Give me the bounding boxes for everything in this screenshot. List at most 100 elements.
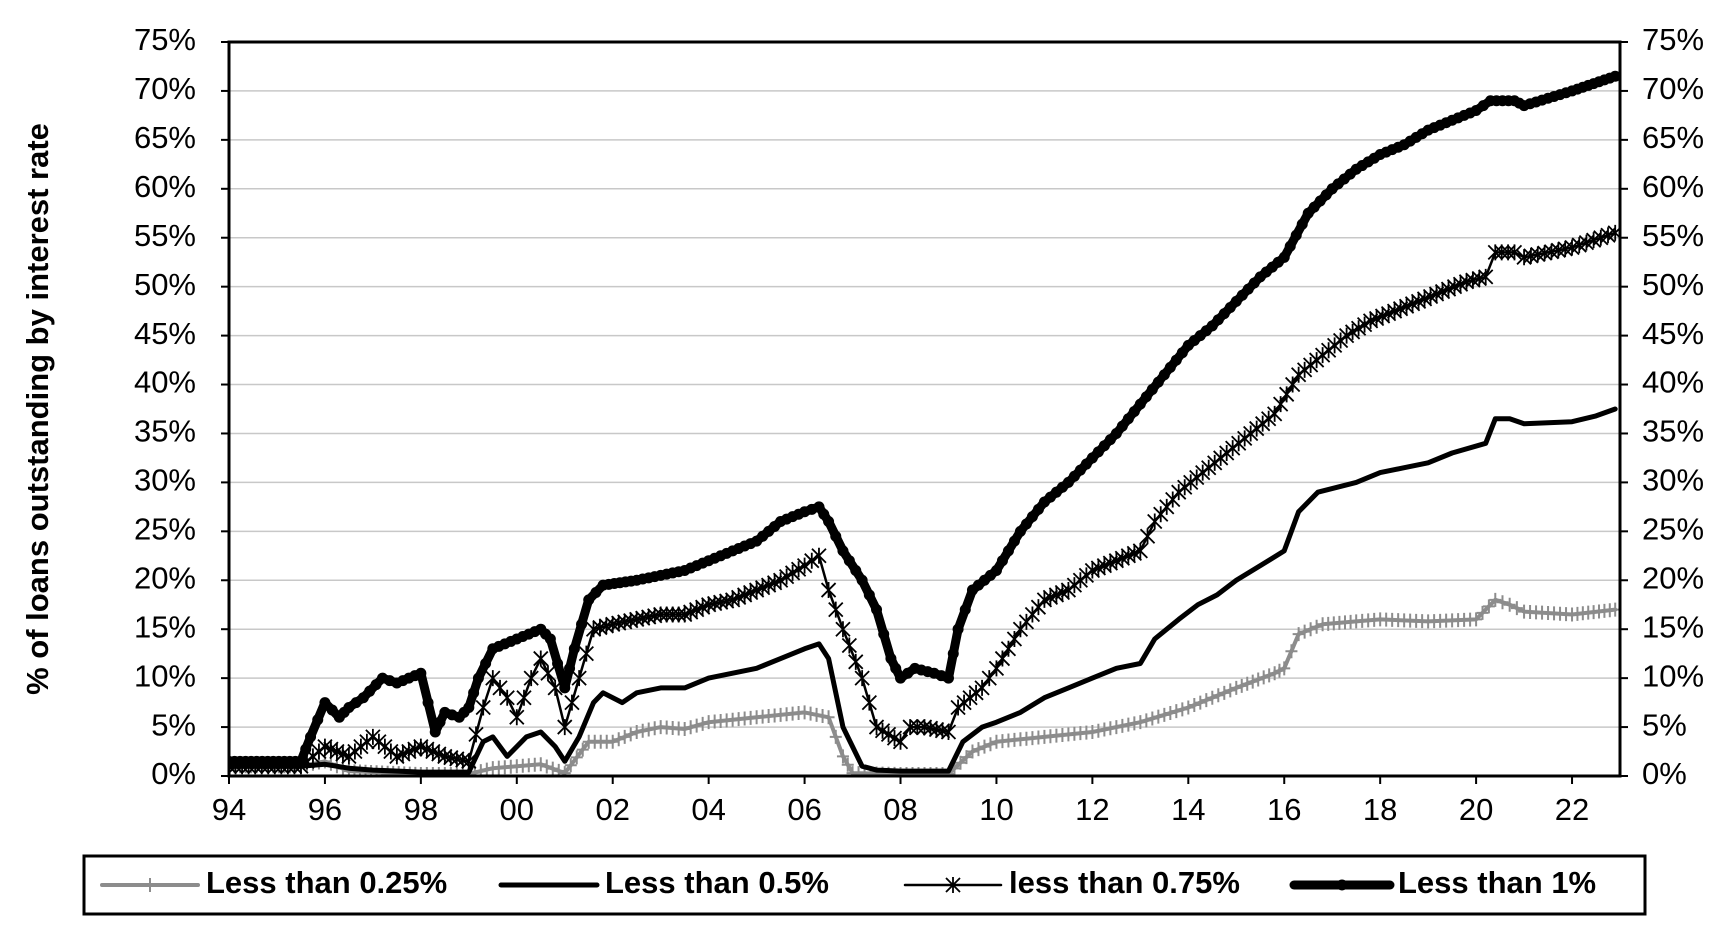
marker-plus [822,710,835,725]
x-tick-label: 20 [1459,792,1493,827]
marker-dot [1290,229,1302,241]
legend-item: Less than 0.25% [100,865,447,900]
marker-star [509,709,525,726]
marker-dot [1336,879,1348,891]
marker-dot [823,516,835,528]
legend-label: Less than 0.5% [605,865,829,900]
marker-star [335,745,351,762]
marker-dot [1002,545,1014,557]
marker-star [974,679,990,696]
marker-star [1478,268,1494,285]
marker-dot [830,530,842,542]
marker-plus [606,734,619,749]
marker-star [407,741,423,758]
marker-dot [434,716,446,728]
marker-star [1000,640,1017,657]
marker-star [1392,300,1409,317]
marker-star [1362,312,1379,329]
x-tick-label: 18 [1363,792,1397,827]
marker-star [564,694,580,711]
marker-star [395,745,411,762]
y-tick-label-right: 55% [1642,218,1704,253]
marker-dot [863,589,875,601]
marker-star [902,719,918,736]
marker-star [413,738,429,755]
marker-dot [1014,525,1026,537]
marker-dot [472,672,484,684]
series-line [229,406,1618,775]
marker-plus [1241,676,1254,691]
marker-star [1102,555,1119,572]
marker-star [1084,562,1101,579]
marker-plus [816,709,829,724]
marker-star [1273,396,1289,413]
marker-plus [1128,716,1141,731]
series-2 [229,406,1618,775]
marker-plus [630,724,643,739]
marker-plus [678,722,691,737]
marker-dot [480,657,492,669]
marker-dot [890,662,902,674]
marker-plus [1218,685,1231,700]
series-3 [229,224,1620,775]
marker-star [1120,547,1136,564]
marker-dot [1176,347,1188,359]
y-tick-label-right: 50% [1642,267,1704,302]
marker-plus [1252,672,1265,687]
marker-dot [1008,535,1020,547]
marker-plus [1235,678,1248,693]
marker-star [1506,244,1523,261]
y-tick-label-left: 50% [134,267,196,302]
y-tick-label-right: 35% [1642,414,1704,449]
marker-dot [1284,240,1296,252]
y-tick-label-left: 25% [134,512,196,547]
marker-star [317,738,333,755]
marker-plus [1164,705,1177,720]
marker-star [1054,584,1071,601]
marker-plus [1098,722,1111,737]
y-tick-label-right: 70% [1642,71,1704,106]
marker-dot [996,555,1008,567]
marker-plus [690,718,703,733]
marker-star [1042,589,1059,606]
x-tick-label: 22 [1555,792,1589,827]
marker-star [492,679,508,696]
marker-plus [966,744,979,759]
marker-star [1285,376,1301,393]
marker-plus [1140,713,1153,728]
y-tick-label-left: 20% [134,560,196,595]
marker-star [1108,552,1124,569]
x-tick-label: 08 [883,792,917,827]
marker-plus [564,758,577,773]
y-axis-label: % of loans outstanding by interest rate [20,123,55,695]
marker-star [804,552,820,569]
plot-frame [227,40,1622,778]
marker-plus [1200,693,1213,708]
y-tick-label-left: 75% [134,22,196,57]
x-tick-label: 12 [1075,792,1109,827]
marker-plus [612,732,625,747]
marker-dot [415,667,427,679]
y-tick-label-right: 15% [1642,609,1704,644]
x-tick-label: 14 [1171,792,1205,827]
marker-plus [540,759,553,774]
marker-star [1440,281,1457,298]
marker-star [1428,286,1445,303]
marker-plus [972,742,985,757]
x-tick-label: 10 [979,792,1013,827]
marker-star [571,670,587,687]
marker-star [1422,288,1439,305]
marker-dot [837,545,849,557]
marker-dot [463,701,475,713]
marker-star [1126,545,1142,562]
marker-dot [878,628,890,640]
marker-star [683,604,699,621]
marker-star [1024,606,1041,623]
marker-dot [422,697,434,709]
marker-plus [1188,698,1201,713]
y-tick-label-right: 45% [1642,316,1704,351]
marker-plus [534,757,547,772]
marker-dot [300,743,312,755]
marker-star [730,589,747,606]
y-tick-label-left: 70% [134,71,196,106]
